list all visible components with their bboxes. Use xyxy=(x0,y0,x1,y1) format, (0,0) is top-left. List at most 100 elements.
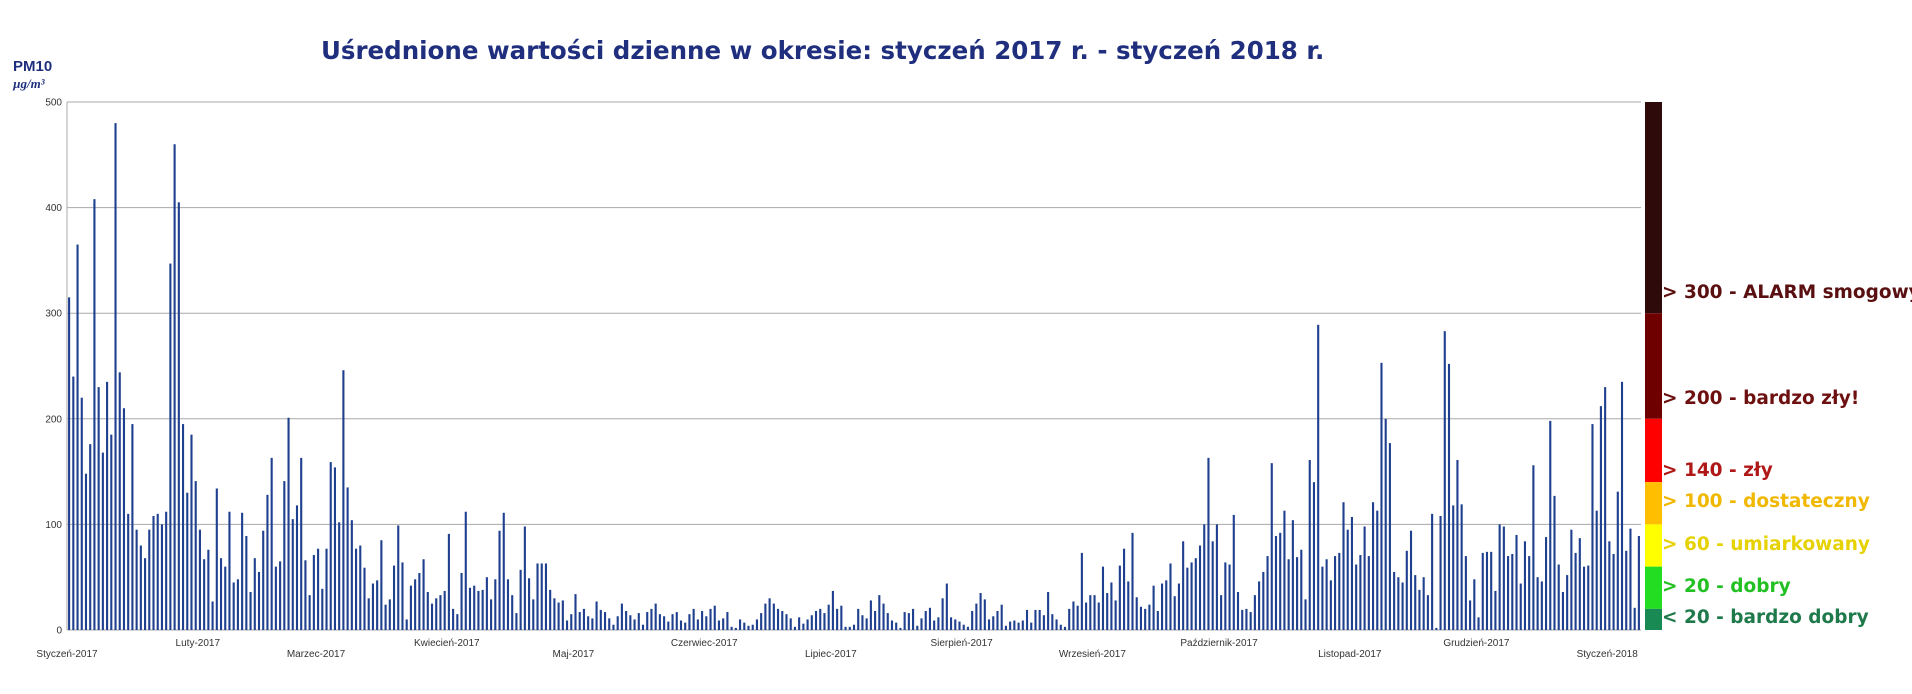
bar xyxy=(317,548,320,630)
bar xyxy=(1566,575,1569,630)
bar xyxy=(97,387,100,630)
bar xyxy=(1490,551,1493,630)
bar xyxy=(1371,502,1375,630)
bar xyxy=(831,590,834,630)
bar xyxy=(751,624,754,630)
bar xyxy=(1329,580,1332,630)
bar xyxy=(1549,420,1552,630)
bar xyxy=(1194,558,1197,630)
bar xyxy=(865,618,868,630)
bar xyxy=(1393,571,1396,630)
bar xyxy=(1258,581,1261,630)
bar xyxy=(359,545,362,630)
bar xyxy=(544,563,548,630)
bar xyxy=(1047,591,1050,630)
bar xyxy=(401,562,404,630)
bar xyxy=(1604,387,1607,630)
bar xyxy=(447,533,450,630)
bar xyxy=(72,376,75,630)
bar xyxy=(1380,362,1383,630)
bar xyxy=(1139,606,1142,630)
bar xyxy=(1384,418,1387,630)
scale-band-label: < 20 - bardzo dobry xyxy=(1662,607,1869,629)
bar xyxy=(1308,459,1311,630)
x-month-label: Październik-2017 xyxy=(1180,638,1258,649)
bar xyxy=(785,614,788,630)
bar xyxy=(1038,609,1041,630)
scale-band xyxy=(1645,102,1662,314)
bar xyxy=(224,566,227,630)
y-tick-label: 0 xyxy=(56,626,62,637)
bar xyxy=(291,519,294,630)
bar xyxy=(1426,595,1429,630)
bar xyxy=(823,613,826,630)
bar xyxy=(1612,553,1615,630)
bar xyxy=(477,590,480,630)
bar xyxy=(511,595,514,630)
bar xyxy=(241,512,244,630)
bar xyxy=(1270,463,1273,630)
bar xyxy=(1629,528,1632,630)
bar xyxy=(1304,599,1307,630)
x-month-label: Grudzień-2017 xyxy=(1443,638,1510,649)
bar xyxy=(1477,617,1480,630)
bar xyxy=(283,481,286,630)
bar xyxy=(266,494,269,630)
bar xyxy=(1034,609,1037,630)
bar xyxy=(819,608,822,630)
bar xyxy=(1080,552,1083,630)
bar xyxy=(1502,526,1505,630)
bar xyxy=(490,599,493,630)
bar xyxy=(1595,510,1598,630)
bar xyxy=(566,620,569,630)
bar xyxy=(1561,591,1564,630)
bar xyxy=(553,598,556,630)
bar xyxy=(342,370,345,630)
bar xyxy=(1570,529,1573,630)
bar xyxy=(1114,600,1117,630)
bar xyxy=(1198,545,1202,630)
y-axis-label: PM10 xyxy=(13,58,53,75)
bar xyxy=(1608,541,1611,630)
x-month-label: Listopad-2017 xyxy=(1318,649,1382,660)
bar xyxy=(1338,552,1341,630)
bar xyxy=(1447,363,1451,630)
scale-band xyxy=(1645,418,1662,483)
bar xyxy=(776,608,780,630)
bar xyxy=(608,618,611,630)
bar xyxy=(1182,541,1185,630)
bar xyxy=(663,616,666,630)
bar xyxy=(654,603,657,630)
bar xyxy=(764,603,767,630)
bar xyxy=(186,492,189,630)
bar xyxy=(1190,562,1193,630)
bar xyxy=(1435,627,1438,630)
bar xyxy=(1245,608,1248,630)
bar xyxy=(810,615,813,630)
bar xyxy=(1363,526,1366,630)
bar xyxy=(650,608,653,630)
bar xyxy=(1156,610,1159,630)
bar xyxy=(1409,530,1413,630)
bar xyxy=(907,613,910,630)
bar xyxy=(1076,605,1079,630)
bar xyxy=(941,598,944,630)
bar xyxy=(612,624,615,630)
bar xyxy=(295,505,299,630)
bar xyxy=(696,619,699,630)
bar xyxy=(1582,566,1586,630)
y-tick-label: 300 xyxy=(45,309,62,320)
bar xyxy=(1118,565,1121,630)
bar xyxy=(287,417,290,630)
bar xyxy=(557,602,560,630)
bar xyxy=(333,467,337,630)
bar xyxy=(912,608,915,630)
bar xyxy=(827,604,830,630)
bar xyxy=(971,610,974,630)
bar xyxy=(1177,583,1180,630)
bar xyxy=(992,616,995,630)
x-month-label: Sierpień-2017 xyxy=(930,638,993,649)
bar xyxy=(916,625,919,630)
bar xyxy=(582,608,585,630)
bar xyxy=(722,618,725,630)
